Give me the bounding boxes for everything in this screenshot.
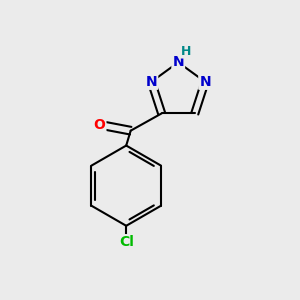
Text: N: N: [146, 75, 157, 89]
Text: Cl: Cl: [119, 235, 134, 249]
Text: H: H: [181, 44, 191, 58]
Text: N: N: [199, 75, 211, 89]
Text: N: N: [172, 55, 184, 69]
Text: O: O: [94, 118, 105, 132]
